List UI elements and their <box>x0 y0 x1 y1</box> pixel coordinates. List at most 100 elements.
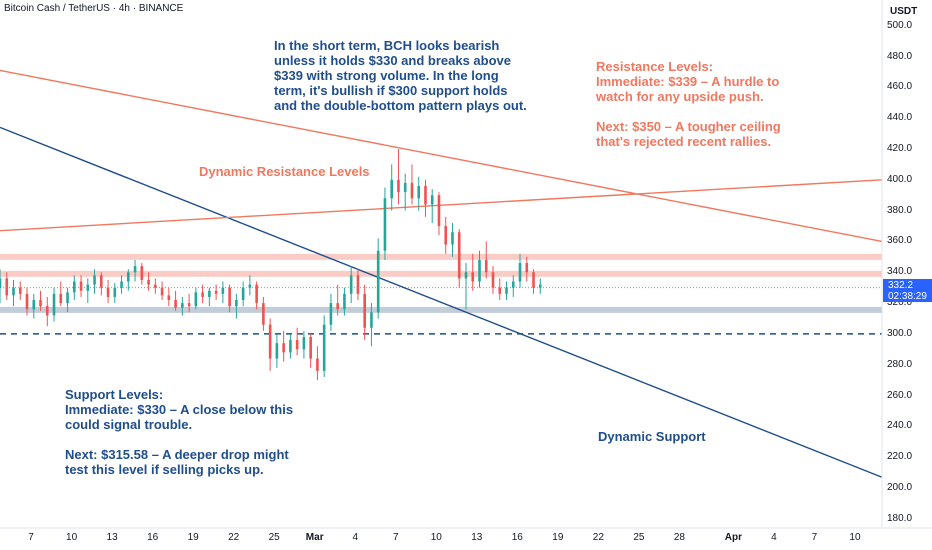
candle <box>349 266 353 304</box>
candle-body <box>208 290 211 297</box>
time-tick-label: 19 <box>552 532 564 543</box>
candle-body <box>484 259 488 273</box>
resistance-band-350 <box>0 253 882 260</box>
candle-body <box>235 300 238 307</box>
candle <box>322 315 326 378</box>
candle <box>478 250 481 288</box>
candle-body <box>194 292 198 307</box>
candle-body <box>127 272 130 282</box>
candle <box>59 281 63 307</box>
last-price-value: 332.2 <box>888 280 914 291</box>
candle <box>113 283 117 304</box>
trendline-layer <box>0 69 883 478</box>
candle-body <box>491 272 495 288</box>
candle <box>262 296 265 331</box>
candle-body <box>59 293 63 304</box>
candle-body <box>72 281 76 293</box>
candle-body <box>228 287 231 307</box>
candle <box>248 275 252 296</box>
time-tick-label: 19 <box>187 532 199 543</box>
candle-body <box>511 281 515 288</box>
resistance-levels-annotation: Resistance Levels: Immediate: $339 – A h… <box>596 59 781 149</box>
candle-body <box>295 340 299 350</box>
price-tick-label: 480.0 <box>887 50 913 62</box>
candle-body <box>437 195 441 227</box>
time-tick-label: 10 <box>430 532 442 543</box>
candle <box>12 279 15 307</box>
candle-body <box>5 278 9 296</box>
outlook-annotation: In the short term, BCH looks bearish unl… <box>274 38 527 113</box>
candle-body <box>336 303 339 310</box>
candle-body <box>79 281 83 291</box>
candle <box>316 346 319 381</box>
candle-body <box>410 182 414 199</box>
price-tick-label: 440.0 <box>887 112 913 124</box>
time-tick-label: Apr <box>724 532 743 543</box>
candle <box>214 284 218 301</box>
candle <box>370 303 373 347</box>
candle-body <box>187 303 191 307</box>
candle-body <box>221 287 225 294</box>
candle-body <box>147 279 150 285</box>
candle <box>302 330 306 359</box>
candle-body <box>160 287 164 296</box>
price-tick-label: 280.0 <box>887 358 913 370</box>
candle-body <box>52 293 56 316</box>
candle-body <box>255 284 258 304</box>
time-tick-label: 7 <box>392 532 399 543</box>
candle <box>538 278 542 294</box>
candle-body <box>322 324 326 371</box>
resistance-trendline-2 <box>0 179 883 232</box>
candle-body <box>390 179 393 199</box>
candle <box>511 275 515 297</box>
candle <box>295 327 299 356</box>
candle <box>174 290 177 311</box>
candle <box>25 287 29 316</box>
candle <box>93 269 96 294</box>
time-tick-label: 4 <box>771 532 777 543</box>
candle <box>451 222 454 257</box>
dynamic-support-label: Dynamic Support <box>598 429 706 444</box>
candle-body <box>525 263 529 273</box>
candle-body <box>383 198 387 251</box>
time-tick-label: 16 <box>511 532 523 543</box>
candle <box>18 281 22 301</box>
candle-body <box>302 336 306 350</box>
candle-body <box>370 312 373 328</box>
price-tick-label: 320.0 <box>887 297 913 309</box>
candle-body <box>45 306 49 316</box>
resistance-trendline-1 <box>0 69 883 243</box>
candle <box>397 149 400 205</box>
last-price-tag: 332.2 02:38:29 <box>883 279 932 302</box>
price-tick-label: 220.0 <box>887 451 913 463</box>
candle <box>66 287 69 313</box>
price-unit-label[interactable]: USDT <box>890 6 918 17</box>
price-tick-label: 460.0 <box>887 81 913 93</box>
candle <box>329 293 333 331</box>
candle <box>363 284 366 341</box>
candle-body <box>248 284 252 288</box>
candle-body <box>262 303 265 325</box>
time-tick-label: 22 <box>228 532 240 543</box>
candle <box>86 278 90 304</box>
candle <box>525 256 529 282</box>
candle <box>343 287 346 316</box>
candle <box>437 192 441 236</box>
price-tick-label: 380.0 <box>887 204 913 216</box>
candle-body <box>478 259 481 282</box>
price-tick-label: 500.0 <box>887 19 913 31</box>
candle <box>309 333 312 368</box>
candle <box>120 275 123 294</box>
candle <box>194 287 198 310</box>
candle-body <box>316 358 319 371</box>
candle-body <box>241 287 245 301</box>
time-tick-label: 7 <box>811 532 818 543</box>
candle <box>228 284 231 313</box>
candle <box>39 290 42 311</box>
candle <box>45 296 49 327</box>
candle-body <box>201 292 204 297</box>
time-tick-label: 28 <box>673 532 685 543</box>
candle <box>383 187 387 260</box>
support-levels-annotation: Support Levels: Immediate: $330 – A clos… <box>65 387 294 477</box>
